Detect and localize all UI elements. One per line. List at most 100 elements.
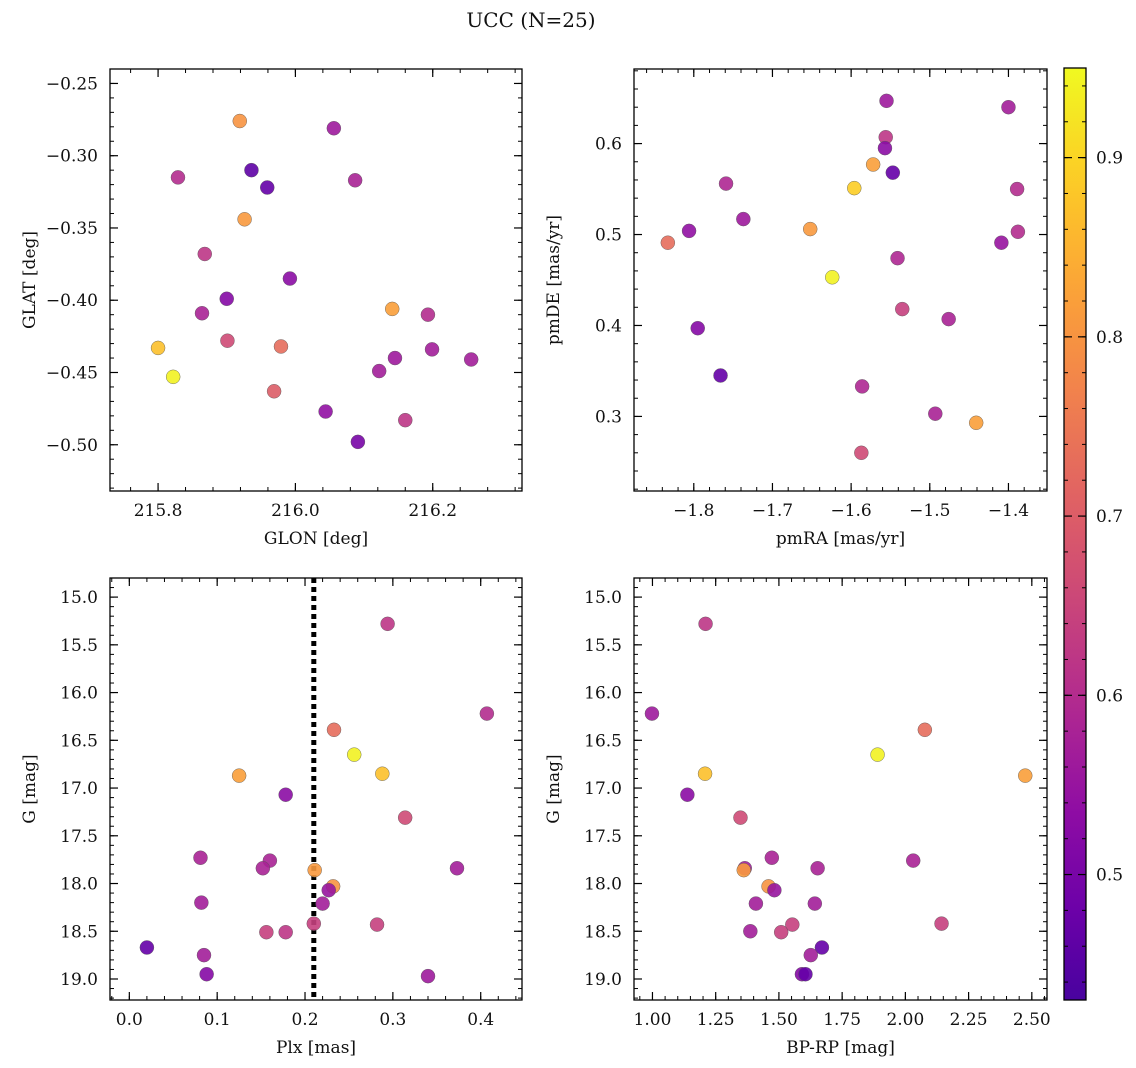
- scatter-point: [1010, 224, 1026, 239]
- scatter-point: [941, 311, 956, 327]
- scatter-point: [1001, 99, 1016, 115]
- y-tick-label: 17.0: [584, 779, 622, 799]
- scatter-point: [814, 940, 830, 955]
- axes-frame: [633, 68, 1048, 492]
- scatter-point: [803, 947, 818, 963]
- scatter-point: [885, 165, 901, 180]
- scatter-point: [193, 850, 208, 865]
- scatter-point: [1009, 181, 1025, 197]
- scatter-point: [398, 412, 413, 428]
- scatter-point: [165, 369, 181, 385]
- x-tick-label: −1.5: [909, 501, 950, 521]
- scatter-point: [785, 917, 800, 932]
- x-tick-label: 216.0: [271, 501, 320, 521]
- axes-frame: [109, 68, 523, 492]
- scatter-point: [736, 862, 751, 878]
- scatter-point: [718, 176, 734, 191]
- y-tick-label: 15.0: [584, 588, 622, 608]
- scatter-point: [347, 173, 363, 188]
- scatter-point: [825, 270, 840, 285]
- x-tick-label: −1.4: [988, 501, 1029, 521]
- figure-title: UCC (N=25): [466, 8, 595, 32]
- scatter-point: [350, 434, 366, 450]
- y-tick-label: 15.0: [60, 588, 98, 608]
- y-tick-label: 0.4: [595, 316, 622, 336]
- scatter-point: [764, 850, 780, 865]
- scatter-point: [255, 861, 271, 876]
- colorbar-tick-label: 0.6: [1096, 686, 1123, 706]
- scatter-point: [854, 379, 870, 394]
- x-tick-label: −1.6: [830, 501, 871, 521]
- x-tick-label: 1.50: [760, 1010, 798, 1030]
- x-axis-label: GLON [deg]: [264, 529, 368, 549]
- y-tick-label: 16.5: [60, 731, 98, 751]
- x-tick-label: 2.50: [1013, 1010, 1051, 1030]
- y-tick-label: −0.25: [46, 74, 98, 94]
- x-axis-label: Plx [mas]: [276, 1038, 356, 1058]
- scatter-point: [449, 861, 465, 876]
- scatter-point: [139, 940, 155, 955]
- scatter-point: [278, 787, 293, 802]
- y-tick-label: 17.5: [584, 827, 622, 847]
- scatter-point: [680, 787, 695, 802]
- y-tick-label: 15.5: [584, 636, 622, 656]
- x-tick-label: 1.25: [697, 1010, 735, 1030]
- scatter-point: [644, 706, 660, 721]
- colorbar-gradient: [1064, 68, 1086, 1000]
- colorbar-tick-label: 0.5: [1096, 866, 1123, 886]
- scatter-point: [375, 766, 390, 781]
- scatter-point: [266, 384, 282, 399]
- scatter-point: [219, 291, 234, 306]
- subplot-bprp-gmag: 1.00 1.25 1.50 1.75 2.00 2.25 2.50 15.0 15.5 16.0…: [544, 577, 1051, 1058]
- scatter-point: [743, 924, 758, 939]
- x-tick-label: 0.0: [116, 1010, 143, 1030]
- scatter-point: [371, 363, 387, 379]
- scatter-point: [237, 212, 252, 227]
- scatter-point: [697, 766, 713, 781]
- colorbar-tick-label: 0.8: [1096, 328, 1123, 348]
- axes-frame: [109, 577, 523, 1001]
- scatter-point: [232, 113, 247, 129]
- x-tick-label: 1.00: [634, 1010, 672, 1030]
- y-tick-label: 18.5: [60, 922, 98, 942]
- scatter-point: [194, 306, 210, 321]
- colorbar-tick-label: 0.7: [1096, 507, 1123, 527]
- scatter-point: [660, 235, 676, 250]
- scatter-point: [387, 350, 403, 366]
- scatter-point: [260, 180, 275, 195]
- scatter-point: [906, 853, 921, 868]
- y-tick-label: 0.5: [595, 226, 622, 246]
- subplot-glon-glat: 215.8 216.0 216.2 −0.50 −0.45 −0.40 −0.35 −0.30…: [20, 68, 523, 549]
- scatter-point: [194, 895, 209, 910]
- x-tick-label: −1.7: [752, 501, 793, 521]
- y-tick-label: 18.5: [584, 922, 622, 942]
- scatter-point: [877, 140, 893, 156]
- scatter-point: [231, 768, 247, 783]
- scatter-point: [321, 883, 336, 898]
- scatter-point: [736, 211, 751, 227]
- colorbar-frame: [1063, 67, 1087, 1001]
- scatter-point: [713, 368, 728, 383]
- scatter-point: [326, 121, 342, 136]
- scatter-point: [220, 333, 235, 348]
- subplot-plx-gmag: 0.0 0.1 0.2 0.3 0.4 15.0 15.5 16.0 16.5 17.0 17.5 1…: [20, 577, 523, 1058]
- scatter-point: [380, 616, 395, 632]
- x-tick-label: 2.00: [886, 1010, 924, 1030]
- scatter-point: [420, 307, 436, 322]
- scatter-point: [244, 162, 259, 178]
- scatter-point: [895, 301, 910, 317]
- subplot-pmra-pmde: −1.8 −1.7 −1.6 −1.5 −1.4 0.3 0.4 0.5 0.6 pmRA [ma…: [544, 68, 1048, 549]
- scatter-point: [306, 916, 322, 931]
- scatter-point: [865, 157, 881, 172]
- x-tick-label: 1.75: [823, 1010, 861, 1030]
- scatter-point: [810, 861, 825, 876]
- y-tick-label: −0.45: [46, 363, 98, 383]
- scatter-point: [170, 170, 186, 185]
- y-tick-label: 0.6: [595, 135, 622, 155]
- scatter-point: [879, 93, 894, 109]
- y-tick-label: 16.5: [584, 731, 622, 751]
- y-tick-label: 18.0: [584, 875, 622, 895]
- y-tick-label: 19.0: [584, 970, 622, 990]
- y-tick-label: 18.0: [60, 875, 98, 895]
